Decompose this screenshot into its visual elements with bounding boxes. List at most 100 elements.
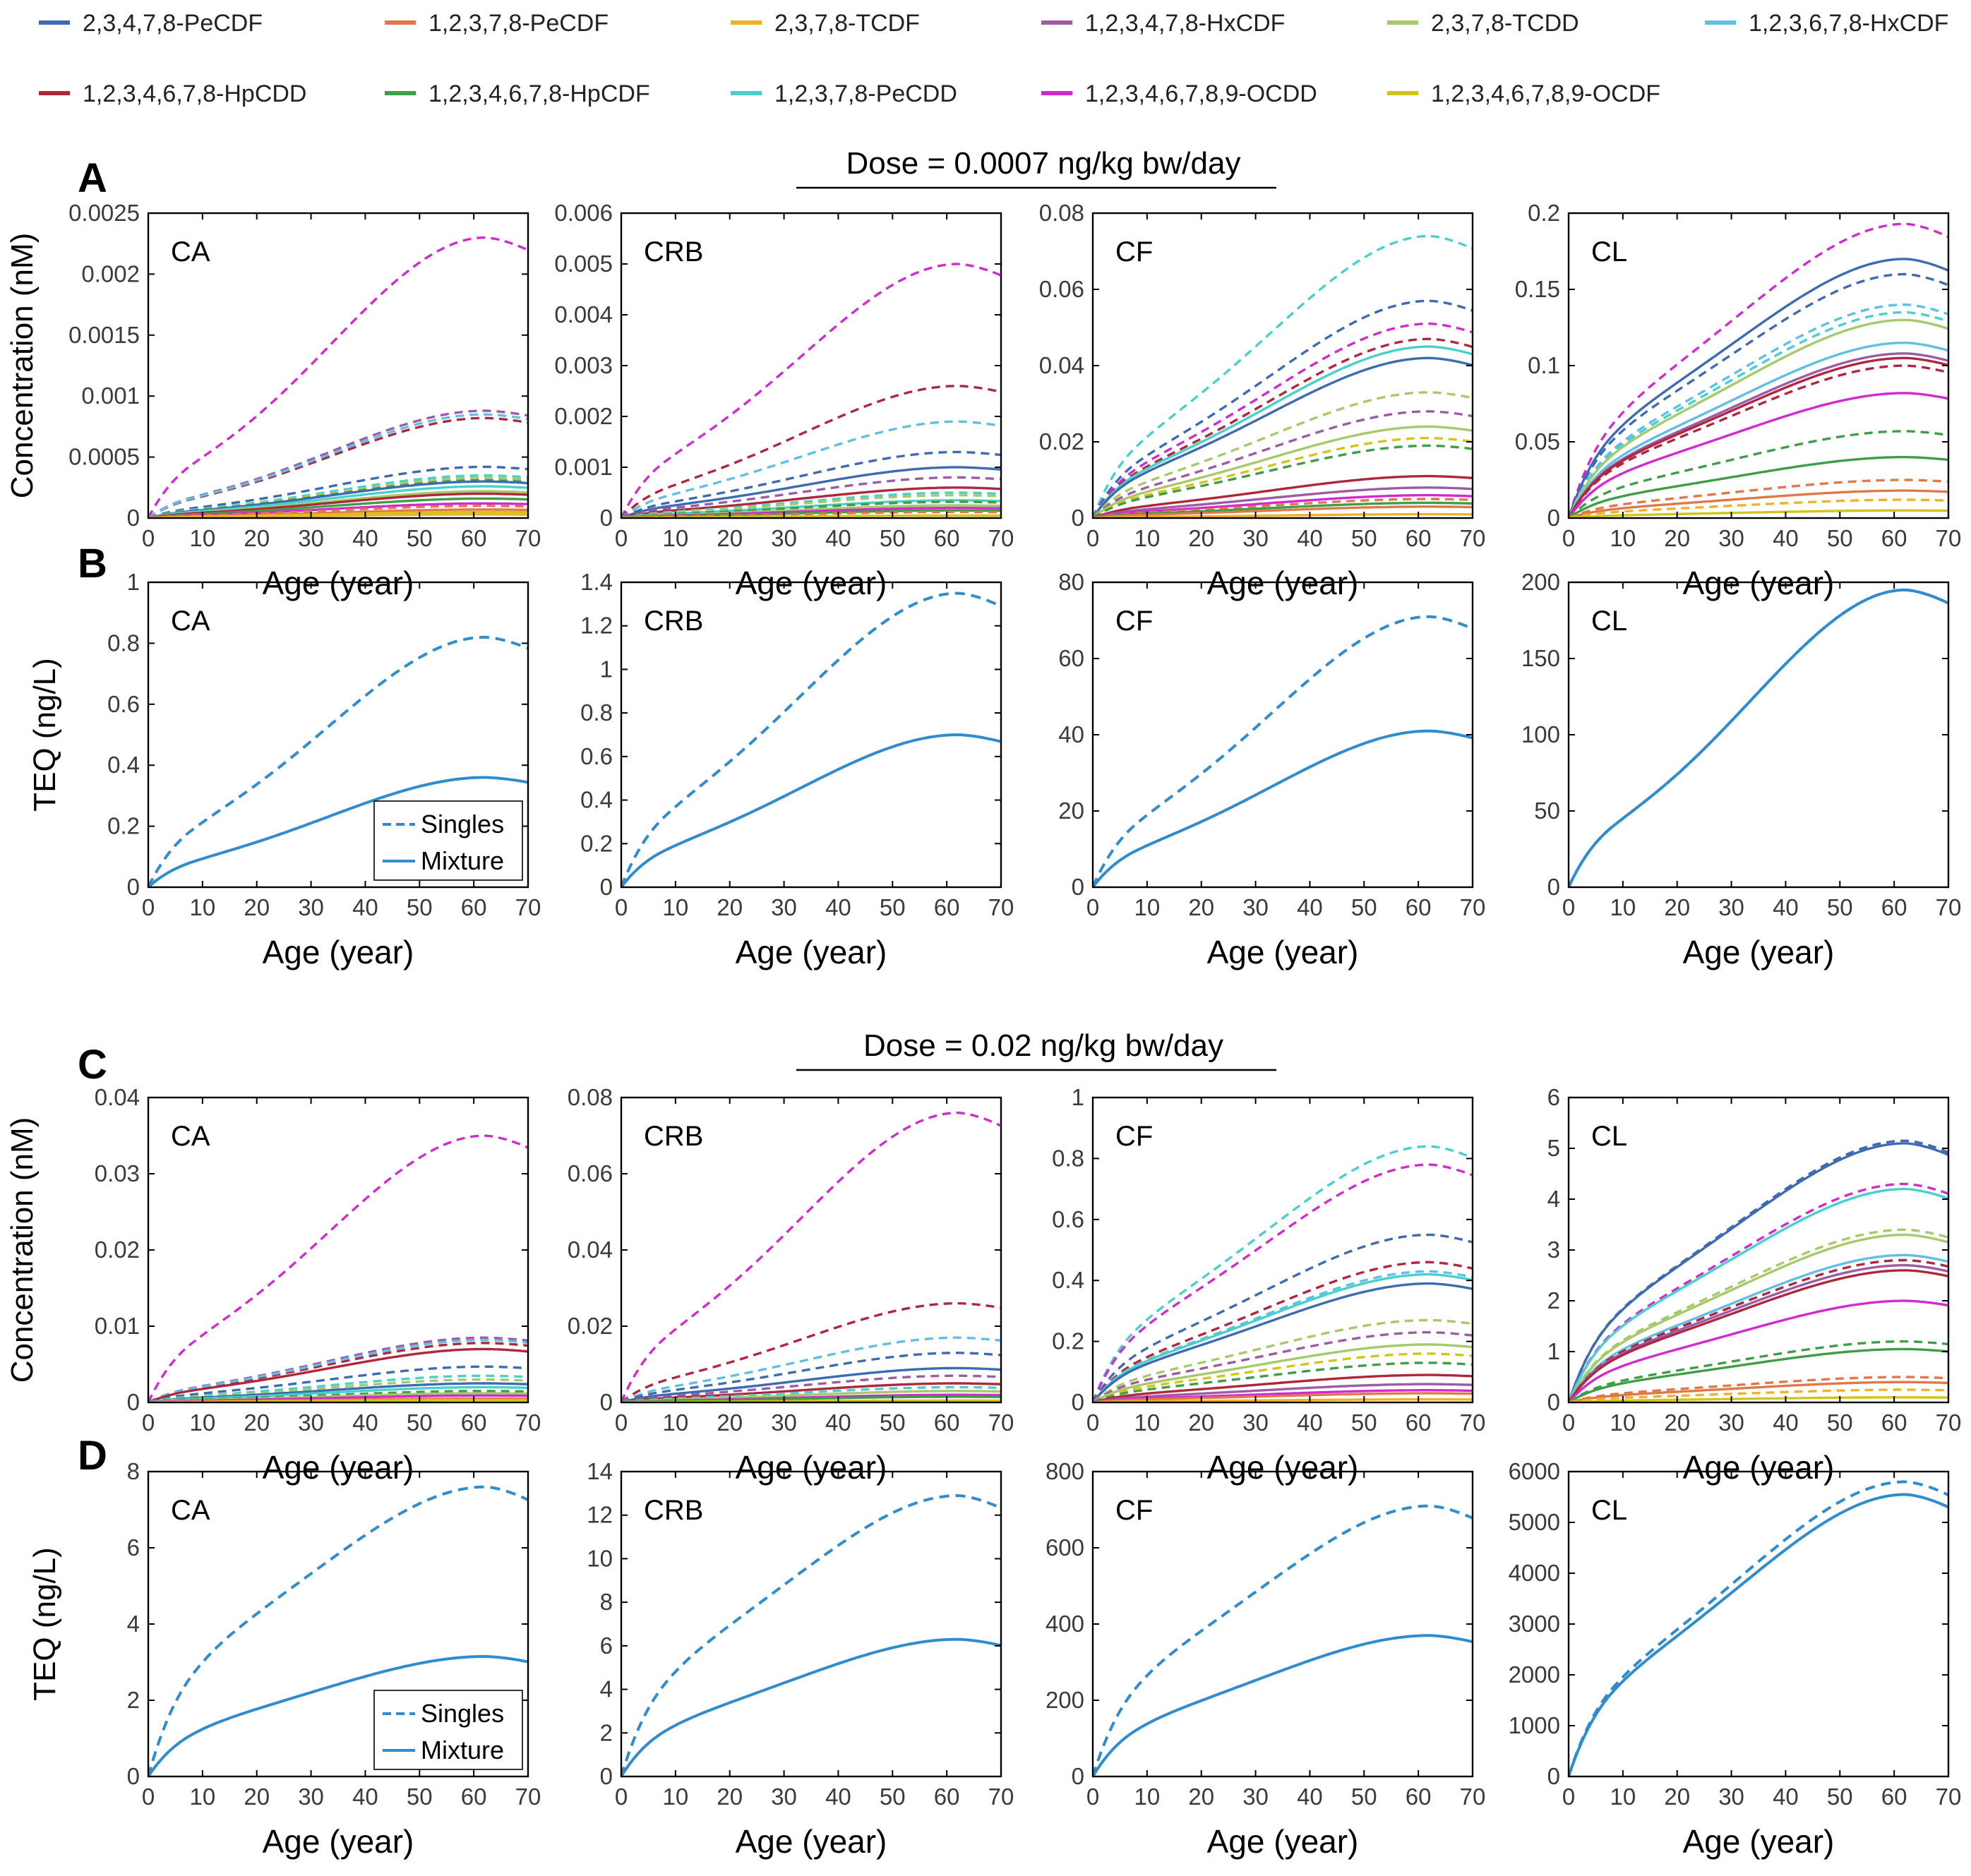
y-tick-label: 0 (127, 1763, 140, 1789)
x-tick-label: 60 (934, 1409, 960, 1436)
x-tick-label: 20 (1664, 525, 1690, 551)
legend-entry: 1,2,3,4,6,7,8,9-OCDD (1041, 80, 1317, 107)
y-tick-label: 0.002 (81, 260, 140, 287)
y-tick-label: 0 (1547, 874, 1560, 900)
series-line-singles (1569, 311, 1948, 518)
x-tick-label: 50 (1351, 525, 1377, 551)
y-tick-label: 0.08 (1039, 200, 1084, 226)
y-tick-label: 60 (1058, 645, 1084, 671)
chart-panel: 0 200 400 600 800 0 10 20 30 40 50 60 70 CF Age (year) (1046, 1458, 1485, 1860)
x-tick-label: 50 (1827, 1784, 1853, 1810)
x-tick-label: 30 (1718, 894, 1744, 920)
legend-label-singles: Singles (421, 1699, 504, 1728)
panel-title: CRB (644, 606, 703, 637)
x-tick-label: 0 (142, 1409, 155, 1436)
series-line-mixture (1093, 1634, 1473, 1776)
y-tick-label: 0 (1072, 505, 1084, 531)
x-tick-label: 40 (352, 1784, 378, 1810)
panel-label-c: C (78, 1042, 107, 1088)
legend-entry: 1,2,3,7,8-PeCDD (731, 80, 957, 107)
inset-legend-box (373, 800, 523, 881)
x-tick-label: 10 (1134, 1784, 1160, 1810)
y-tick-label: 0.0005 (68, 444, 140, 470)
series-line-mixture (1569, 1347, 1948, 1402)
y-tick-label: 0.2 (580, 830, 613, 856)
series-line-mixture (1569, 588, 1948, 887)
x-tick-label: 50 (880, 894, 906, 920)
x-tick-label: 30 (771, 1409, 797, 1436)
y-tick-label: 800 (1046, 1458, 1084, 1484)
panel-title: CRB (644, 1121, 703, 1152)
series-line-mixture (1569, 1381, 1948, 1402)
y-tick-label: 2 (1547, 1287, 1560, 1313)
x-tick-label: 20 (717, 894, 743, 920)
chart-panel: 0 2 4 6 8 10 12 14 0 10 20 30 40 50 60 70 CRB Age (year) (587, 1458, 1014, 1860)
x-tick-label: 0 (615, 1784, 628, 1810)
panel-title: CL (1591, 606, 1627, 637)
y-tick-label: 0 (1547, 505, 1560, 531)
y-tick-label: 80 (1058, 569, 1084, 595)
y-tick-label: 0.6 (1052, 1206, 1084, 1232)
series-line-mixture (1093, 425, 1473, 518)
series-line-mixture (1569, 1233, 1948, 1402)
series-line-singles (1093, 410, 1473, 518)
x-tick-label: 70 (988, 525, 1014, 551)
legend-label: 1,2,3,7,8-PeCDD (774, 80, 957, 107)
series-line-singles (621, 1493, 1001, 1776)
x-tick-label: 40 (825, 1784, 851, 1810)
series-line-singles (1569, 364, 1948, 518)
series-line-mixture (1569, 489, 1948, 518)
x-tick-label: 70 (988, 1409, 1014, 1436)
dose-title-a: Dose = 0.0007 ng/kg bw/day (846, 146, 1241, 181)
y-tick-label: 0 (1072, 1389, 1084, 1415)
legend-label: 1,2,3,4,6,7,8,9-OCDF (1431, 80, 1660, 107)
series-line-mixture (1569, 1396, 1948, 1402)
y-tick-label: 0.1 (1528, 352, 1560, 378)
x-tick-label: 30 (1242, 525, 1269, 551)
y-tick-label: 400 (1046, 1611, 1084, 1637)
x-tick-label: 50 (880, 1409, 906, 1436)
y-tick-label: 150 (1521, 645, 1560, 671)
x-tick-label: 0 (1562, 1409, 1575, 1436)
legend-label: 2,3,7,8-TCDD (1431, 10, 1579, 37)
series-line-singles (148, 413, 528, 518)
x-tick-label: 60 (1406, 1409, 1432, 1436)
series-line-singles (148, 1134, 528, 1402)
x-tick-label: 20 (717, 1409, 743, 1436)
x-tick-label: 50 (1351, 1409, 1377, 1436)
x-tick-label: 50 (407, 1784, 433, 1810)
x-tick-label: 0 (615, 525, 628, 551)
compound-legend: 2,3,4,7,8-PeCDF 1,2,3,7,8-PeCDF 2,3,7,8-TC… (39, 10, 1948, 107)
series-line-singles (621, 1374, 1001, 1402)
y-tick-label: 12 (587, 1502, 613, 1528)
chart-panel: 0 2 4 6 8 0 10 20 30 40 50 60 70 CA Age (year) TEQ (ng/… (28, 1458, 541, 1860)
panel-title: CA (171, 236, 210, 267)
x-tick-label: 40 (1773, 525, 1799, 551)
series-line-mixture (1569, 509, 1948, 518)
y-tick-label: 6000 (1509, 1458, 1560, 1484)
series-line-mixture (148, 1347, 528, 1402)
x-tick-label: 0 (1562, 1784, 1575, 1810)
legend-label: 2,3,7,8-TCDF (774, 10, 920, 37)
chart-panel: 0 0.01 0.02 0.03 0.04 0 10 20 30 40 50 60 70 CA Age (y… (5, 1084, 541, 1486)
panel-title: CA (171, 606, 210, 637)
x-tick-label: 70 (1460, 1409, 1486, 1436)
series-line-singles (1093, 436, 1473, 518)
panel-title: CA (171, 1495, 210, 1526)
series-line-singles (621, 1301, 1001, 1402)
x-tick-label: 20 (1664, 894, 1690, 920)
y-tick-label: 0.2 (107, 813, 140, 839)
series-line-mixture (1093, 1392, 1473, 1402)
series-group (1569, 222, 1948, 518)
x-axis-label: Age (year) (1207, 1449, 1359, 1486)
series-group (1569, 588, 1948, 887)
y-tick-label: 0.004 (554, 301, 613, 327)
x-tick-label: 40 (1773, 1409, 1799, 1436)
axes-frame (620, 581, 1002, 889)
series-line-mixture (1093, 505, 1473, 518)
x-tick-label: 50 (407, 1409, 433, 1436)
series-line-mixture (1569, 1188, 1948, 1402)
y-tick-label: 0 (600, 1389, 613, 1415)
y-tick-label: 0.005 (554, 251, 613, 277)
